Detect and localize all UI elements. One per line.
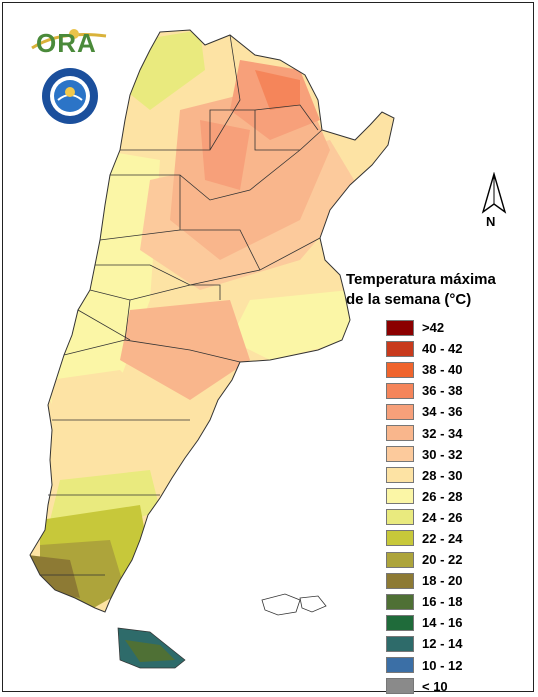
legend-item: 32 - 34 — [386, 422, 462, 443]
legend-label: 32 - 34 — [422, 425, 463, 441]
north-arrow-icon — [481, 172, 507, 214]
legend-label: 38 - 40 — [422, 362, 463, 378]
legend-label: 34 - 36 — [422, 404, 463, 420]
legend-item: 22 - 24 — [386, 528, 462, 549]
legend-label: 16 - 18 — [422, 594, 463, 610]
legend-item: 10 - 12 — [386, 655, 462, 676]
legend-label: 10 - 12 — [422, 657, 463, 673]
legend-item: 18 - 20 — [386, 570, 462, 591]
legend-swatch — [386, 530, 414, 547]
legend-item: 20 - 22 — [386, 549, 462, 570]
province-borders — [40, 34, 323, 576]
legend-item: 34 - 36 — [386, 401, 462, 422]
legend-label: 36 - 38 — [422, 383, 463, 399]
legend-swatch — [386, 488, 414, 505]
legend-label: 22 - 24 — [422, 530, 463, 546]
legend-swatch — [386, 446, 414, 463]
legend: >42 40 - 42 38 - 40 36 - 38 34 - 36 32 - 34 30… — [386, 317, 462, 697]
legend-label: 30 - 32 — [422, 446, 463, 462]
north-label: N — [486, 214, 496, 229]
legend-swatch — [386, 635, 414, 652]
legend-swatch — [386, 361, 414, 378]
legend-swatch — [386, 657, 414, 674]
legend-swatch — [386, 572, 414, 589]
legend-item: 12 - 14 — [386, 633, 462, 654]
legend-label: >42 — [422, 320, 445, 336]
legend-item: 28 - 30 — [386, 465, 462, 486]
legend-swatch — [386, 551, 414, 568]
country-outline — [29, 29, 395, 613]
legend-item: 30 - 32 — [386, 444, 462, 465]
legend-item: 26 - 28 — [386, 486, 462, 507]
legend-swatch — [386, 340, 414, 357]
legend-swatch — [386, 467, 414, 484]
legend-item: 14 - 16 — [386, 612, 462, 633]
malvinas-islands — [261, 593, 327, 616]
legend-label: 26 - 28 — [422, 488, 463, 504]
legend-label: 18 - 20 — [422, 573, 463, 589]
legend-swatch — [386, 614, 414, 631]
legend-label: 14 - 16 — [422, 615, 463, 631]
legend-swatch — [386, 678, 414, 695]
map-frame — [2, 2, 534, 692]
legend-label: 12 - 14 — [422, 636, 463, 652]
legend-item: 40 - 42 — [386, 338, 462, 359]
legend-item: < 10 — [386, 676, 448, 697]
legend-swatch — [386, 509, 414, 526]
legend-label: < 10 — [422, 678, 448, 694]
legend-swatch — [386, 593, 414, 610]
legend-item: 36 - 38 — [386, 380, 462, 401]
legend-label: 40 - 42 — [422, 341, 463, 357]
legend-item: >42 — [386, 317, 444, 338]
legend-label: 20 - 22 — [422, 552, 463, 568]
legend-swatch — [386, 425, 414, 442]
ora-logo-swoosh-icon — [31, 29, 107, 50]
legend-label: 24 - 26 — [422, 509, 463, 525]
ora-logo-text: ORA — [36, 28, 97, 58]
legend-label: 28 - 30 — [422, 467, 463, 483]
agency-seal-icon — [42, 68, 98, 124]
legend-item: 16 - 18 — [386, 591, 462, 612]
legend-swatch — [386, 403, 414, 420]
legend-title-line2: de la semana (°C) — [346, 291, 472, 308]
legend-title: Temperatura máxima de la semana (°C) — [346, 270, 536, 310]
legend-swatch — [386, 319, 414, 336]
legend-item: 38 - 40 — [386, 359, 462, 380]
legend-swatch — [386, 382, 414, 399]
legend-item: 24 - 26 — [386, 507, 462, 528]
legend-title-line1: Temperatura máxima — [346, 271, 496, 288]
